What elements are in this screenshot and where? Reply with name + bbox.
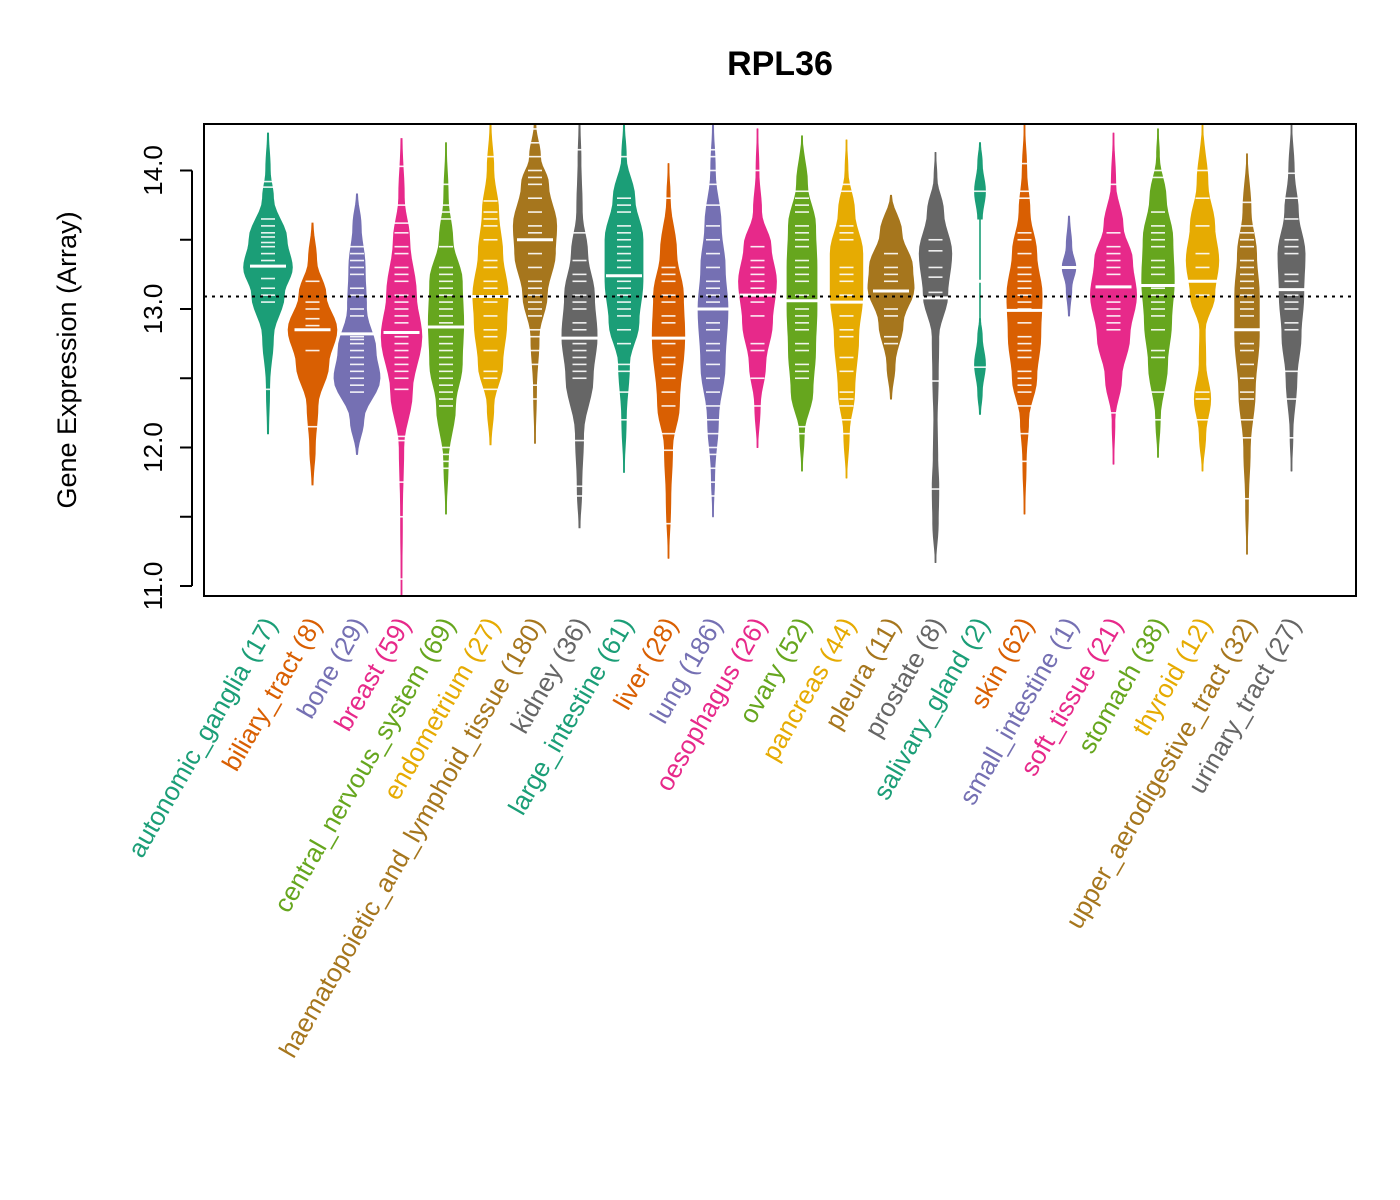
- bean-lung: [695, 124, 731, 518]
- bean-kidney: [561, 124, 598, 529]
- bean-density: [867, 194, 915, 400]
- x-axis-labels: autonomic_ganglia (17)biliary_tract (8)b…: [121, 612, 1306, 1063]
- bean-density: [380, 138, 423, 597]
- bean-density: [472, 124, 509, 446]
- y-tick-label: 11.0: [138, 562, 168, 611]
- y-axis-label: Gene Expression (Array): [52, 211, 82, 508]
- bean-pleura: [867, 194, 915, 400]
- bean-upper-aerodigestive-tract: [1229, 153, 1265, 555]
- bean-density: [974, 142, 986, 220]
- plot-frame: [203, 123, 1357, 597]
- bean-prostate: [917, 152, 954, 563]
- bean-density: [651, 163, 686, 559]
- bean-large-intestine: [604, 124, 644, 473]
- bean-stomach: [1140, 128, 1176, 458]
- bean-density: [829, 139, 864, 479]
- bean-endometrium: [472, 124, 509, 446]
- chart-title: RPL36: [727, 45, 833, 83]
- bean-haematopoietic-and-lymphoid-tissue: [512, 124, 558, 444]
- bean-density: [1234, 153, 1260, 555]
- bean-central-nervous-system: [427, 142, 465, 515]
- bean-bone: [333, 193, 381, 455]
- bean-density: [512, 124, 558, 444]
- bean-density: [561, 124, 598, 529]
- bean-density: [243, 132, 293, 435]
- bean-biliary-tract: [287, 222, 338, 486]
- bean-density: [1141, 128, 1175, 458]
- y-tick-label: 14.0: [138, 145, 168, 196]
- y-tick-label: 12.0: [138, 422, 168, 473]
- y-axis: 11.0 12.0 13.0 14.0: [138, 145, 193, 611]
- bean-density: [786, 135, 818, 472]
- bean-oesophagus: [738, 128, 777, 448]
- bean-pancreas: [828, 139, 865, 479]
- bean-density: [918, 152, 953, 563]
- bean-density: [333, 193, 381, 455]
- bean-density: [1277, 124, 1306, 472]
- beans-layer: [243, 124, 1310, 597]
- y-tick-label: 13.0: [138, 284, 168, 335]
- bean-liver: [650, 163, 687, 559]
- bean-salivary-gland: [962, 142, 998, 415]
- bean-autonomic-ganglia: [243, 132, 293, 435]
- bean-urinary-tract: [1273, 124, 1310, 472]
- bean-thyroid: [1184, 124, 1221, 472]
- bean-density: [287, 222, 338, 486]
- bean-skin: [1006, 124, 1043, 515]
- bean-density: [1089, 132, 1138, 465]
- bean-ovary: [784, 135, 820, 472]
- bean-density: [1006, 124, 1043, 515]
- bean-breast: [380, 138, 423, 597]
- bean-soft-tissue: [1089, 132, 1138, 465]
- bean-small-intestine: [1051, 215, 1087, 317]
